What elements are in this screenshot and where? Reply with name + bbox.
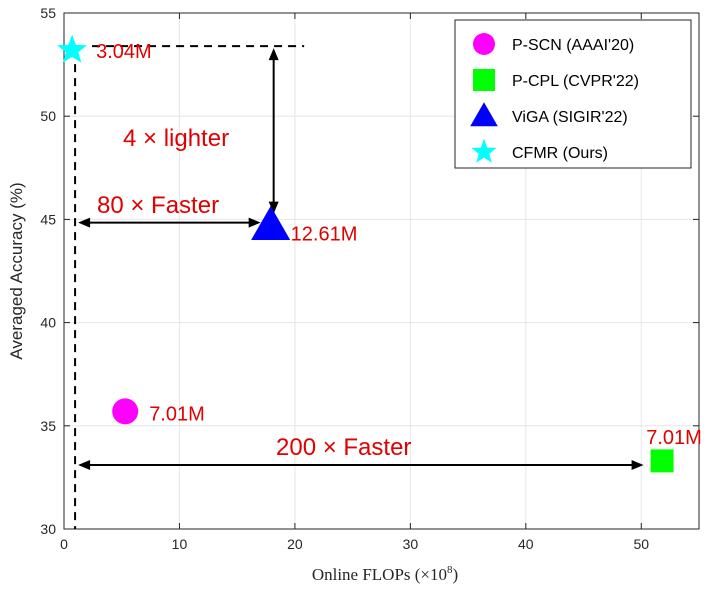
annotations: 4 × lighter 80 × Faster 200 × Faster — [97, 125, 411, 461]
x-tick-label: 0 — [60, 536, 68, 552]
guide-lines — [74, 45, 305, 529]
legend-item: CFMR (Ours) — [471, 138, 608, 163]
y-tick-label: 50 — [40, 108, 56, 124]
x-tick-label: 30 — [403, 536, 419, 552]
annotation-80x-faster: 80 × Faster — [97, 192, 219, 219]
marker-star — [57, 34, 87, 63]
faster200-arrow-head-right — [631, 460, 644, 471]
legend-label: P-CPL (CVPR'22) — [512, 73, 639, 90]
legend-item: P-SCN (AAAI'20) — [473, 33, 634, 55]
y-tick-label: 55 — [40, 5, 56, 21]
marker-square — [650, 449, 674, 473]
point-label-circle: 7.01M — [149, 403, 205, 425]
x-axis-title: Online FLOPs (×108) — [312, 564, 458, 584]
plot-frame — [63, 12, 700, 530]
x-tick-label: 50 — [633, 536, 649, 552]
lighter-arrow-head-down — [268, 201, 279, 214]
legend-marker-square — [473, 69, 495, 91]
legend-marker-circle — [473, 33, 495, 55]
x-tick-label: 40 — [518, 536, 534, 552]
legend-label: CFMR (Ours) — [512, 145, 608, 162]
faster80-arrow-head-left — [78, 217, 91, 228]
legend-label: ViGA (SIGIR'22) — [512, 109, 628, 126]
y-tick-label: 45 — [40, 211, 56, 227]
faster200-arrow-head-left — [78, 460, 91, 471]
arrows — [78, 48, 644, 471]
y-tick-label: 30 — [40, 521, 56, 537]
marker-circle — [112, 398, 139, 425]
y-tick-label: 40 — [40, 315, 56, 331]
tick-marks — [63, 12, 699, 530]
data-markers — [57, 34, 674, 473]
point-label-square: 7.01M — [646, 427, 702, 449]
annotation-200x-faster: 200 × Faster — [276, 434, 411, 461]
legend-marker-star — [471, 138, 497, 163]
legend-item: ViGA (SIGIR'22) — [470, 102, 628, 127]
legend: P-SCN (AAAI'20) P-CPL (CVPR'22) ViGA (SIGI… — [454, 19, 692, 169]
y-tick-label: 35 — [40, 418, 56, 434]
faster80-arrow-head-right — [248, 217, 261, 228]
y-axis-title: Averaged Accuracy (%) — [7, 182, 26, 359]
point-label-star: 3.04M — [96, 41, 152, 63]
tick-labels: 0 10 20 30 40 50 30 35 40 45 50 55 — [40, 5, 649, 552]
x-tick-label: 20 — [287, 536, 303, 552]
annotation-4x-lighter: 4 × lighter — [123, 125, 229, 152]
legend-label: P-SCN (AAAI'20) — [512, 37, 634, 54]
lighter-arrow-head-up — [268, 48, 279, 61]
x-tick-label: 10 — [172, 536, 188, 552]
legend-item: P-CPL (CVPR'22) — [473, 69, 639, 91]
point-label-triangle: 12.61M — [291, 224, 358, 246]
marker-triangle — [251, 206, 291, 241]
legend-marker-triangle — [470, 102, 498, 127]
point-labels: 7.01M 7.01M 12.61M 3.04M — [96, 41, 702, 449]
